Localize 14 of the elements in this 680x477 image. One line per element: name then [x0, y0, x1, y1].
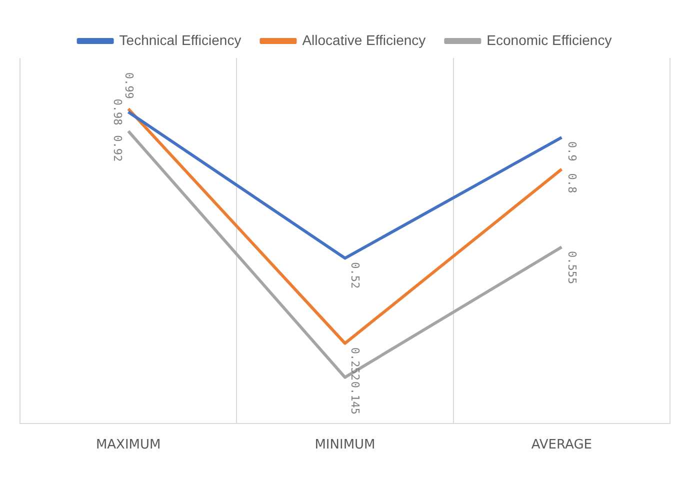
data-label: 0.52	[348, 262, 362, 289]
x-tick-label: MAXIMUM	[96, 438, 161, 453]
x-tick-label: AVERAGE	[531, 438, 592, 453]
data-label: 0.92	[110, 135, 124, 162]
x-tick-label: MINIMUM	[314, 438, 376, 453]
data-label: 0.145	[348, 381, 362, 414]
legend-label: Technical Efficiency	[119, 32, 242, 48]
data-label: 0.99	[122, 72, 136, 99]
legend-label: Allocative Efficiency	[302, 32, 426, 48]
data-label: 0.98	[110, 98, 124, 126]
data-label: 0.9	[565, 141, 578, 162]
data-label: 0.555	[565, 251, 578, 284]
legend-label: Economic Efficiency	[486, 32, 612, 48]
data-label: 0.8	[565, 173, 578, 194]
